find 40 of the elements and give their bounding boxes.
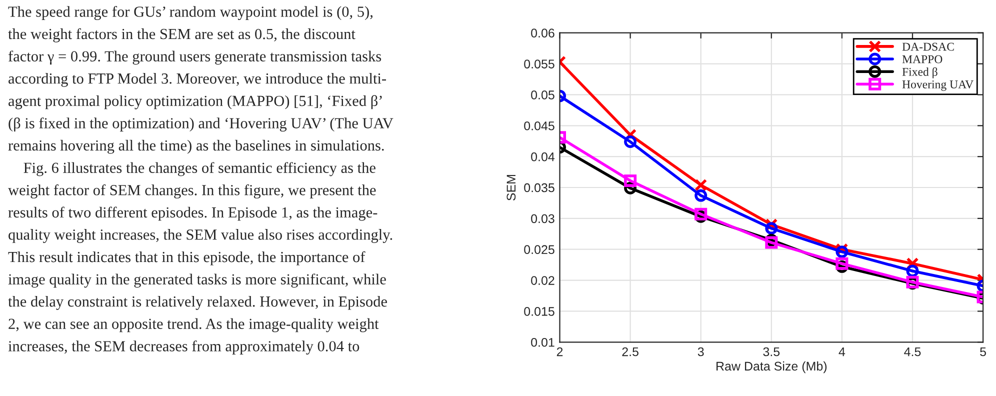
text: quality weight increases, the SEM value also rises accordingly. xyxy=(8,229,392,243)
x-tick-label: 2.5 xyxy=(622,347,638,356)
y-tick-label: 0.045 xyxy=(524,121,554,130)
y-tick-label: 0.02 xyxy=(531,276,554,285)
y-tick-label: 0.04 xyxy=(531,152,555,162)
text: the delay constraint is relatively relaxed. However, in Episode xyxy=(8,296,387,310)
text: the weight factors in the SEM are set as 0.5, the discount xyxy=(8,28,356,42)
text: image quality in the generated tasks is more significant, while xyxy=(8,274,386,288)
text: 2, we can see an opposite trend. As the image-quality weight xyxy=(8,318,379,332)
y-tick-label: 0.06 xyxy=(531,28,554,38)
x-tick-label: 3 xyxy=(698,347,704,356)
y-tick-label: 0.035 xyxy=(524,183,554,192)
y-tick-label: 0.015 xyxy=(524,307,554,316)
text: (β is fixed in the optimization) and ‘Hovering UAV’ (The UAV xyxy=(8,117,394,132)
y-tick-label: 0.055 xyxy=(524,60,554,68)
text: results of two different episodes. In Episode 1, as the image- xyxy=(8,206,378,221)
text: The speed range for GUs’ random waypoint model is (0, 5), xyxy=(8,6,372,20)
text: according to FTP Model 3. Moreover, we introduce the multi- xyxy=(8,72,386,87)
x-tick-label: 4.5 xyxy=(904,347,921,356)
text: increases, the SEM decreases from approximately 0.04 to xyxy=(8,340,360,355)
text: factor γ = 0.99. The ground users generate transmission tasks xyxy=(8,50,382,65)
x-tick-label: 3.5 xyxy=(763,347,780,356)
y-tick-label: 0.05 xyxy=(531,90,554,100)
legend-label: MAPPO xyxy=(902,55,942,64)
y-tick-label: 0.01 xyxy=(531,338,554,347)
x-tick-label: 5 xyxy=(980,347,986,356)
x-axis-title: Raw Data Size (Mb) xyxy=(716,361,827,374)
text: agent proximal policy optimization (MAPPO) [51], ‘Fixed β’ xyxy=(8,95,382,110)
legend-label: Fixed β xyxy=(902,67,938,78)
text: remains hovering all the time) as the baselines in simulations. xyxy=(8,140,384,154)
x-tick-label: 2 xyxy=(556,347,563,356)
y-axis-title: SEM xyxy=(506,174,516,200)
legend-label: DA-DSAC xyxy=(902,42,954,51)
y-tick-label: 0.025 xyxy=(524,245,554,254)
y-tick-label: 0.03 xyxy=(531,214,554,224)
text: weight factor of SEM changes. In this figure, we present the xyxy=(8,184,376,198)
text: Fig. 6 illustrates the changes of semantic efficiency as the xyxy=(24,162,376,176)
legend-label: Hovering UAV xyxy=(902,80,974,91)
x-tick-label: 4 xyxy=(838,347,846,356)
text: This result indicates that in this episode, the importance of xyxy=(8,251,366,266)
